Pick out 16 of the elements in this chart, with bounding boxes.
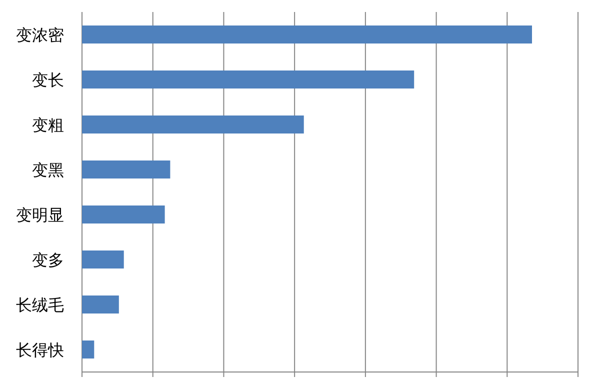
y-tick-label: 变浓密	[16, 26, 64, 44]
y-tick-label: 变长	[32, 70, 64, 90]
bar	[82, 296, 119, 314]
bar	[82, 116, 304, 134]
y-tick-label: 长绒毛	[16, 296, 64, 314]
y-tick-label: 长得快	[16, 340, 64, 360]
bar	[82, 340, 94, 358]
bar	[82, 206, 165, 224]
y-tick-label: 变多	[32, 250, 64, 270]
bar	[82, 250, 124, 268]
bar	[82, 26, 532, 44]
y-tick-label: 变明显	[16, 206, 64, 224]
bar	[82, 160, 170, 178]
y-tick-label: 变粗	[32, 116, 64, 134]
y-tick-label: 变黑	[32, 160, 64, 180]
bar	[82, 70, 414, 88]
